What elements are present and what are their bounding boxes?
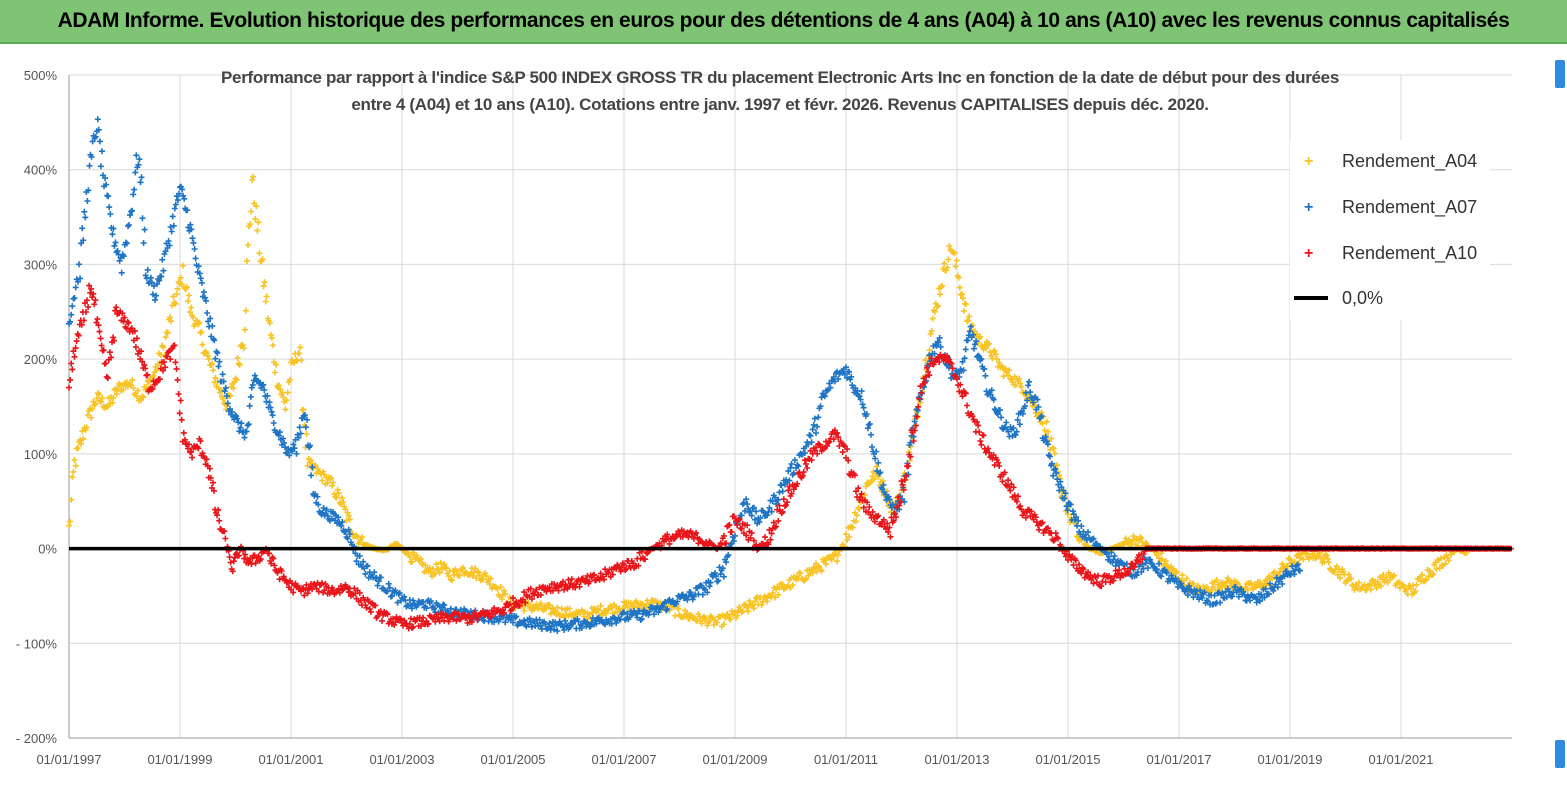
y-tick-label: 200% [24, 352, 58, 367]
report-banner-title: ADAM Informe. Evolution historique des p… [0, 0, 1567, 44]
x-tick-label: 01/01/2003 [369, 752, 434, 767]
x-tick-label: 01/01/2001 [258, 752, 323, 767]
legend-label-a04: Rendement_A04 [1342, 150, 1478, 171]
x-tick-label: 01/01/1999 [147, 752, 212, 767]
legend-label-a10: Rendement_A10 [1342, 242, 1478, 263]
legend-label-a07: Rendement_A07 [1342, 196, 1478, 217]
legend-marker-a07: + [1304, 199, 1314, 216]
legend-label-zero: 0,0% [1342, 287, 1384, 308]
y-tick-label: - 200% [16, 731, 58, 746]
chart-title-line-2: entre 4 (A04) et 10 ans (A10). Cotations… [351, 95, 1209, 114]
y-tick-label: - 100% [16, 636, 58, 651]
x-tick-label: 01/01/2005 [480, 752, 545, 767]
legend-marker-zero [1290, 288, 1330, 308]
y-tick-label: 0% [38, 542, 57, 557]
series-rendement_a04-markers [66, 173, 1470, 630]
y-tick-label: 300% [24, 257, 58, 272]
resize-handle-bottom[interactable] [1555, 740, 1565, 768]
resize-handle-top[interactable] [1555, 60, 1565, 88]
legend-marker-a10: + [1304, 245, 1314, 262]
x-tick-label: 01/01/2019 [1257, 752, 1322, 767]
y-tick-label: 100% [24, 447, 58, 462]
y-tick-label: 500% [24, 68, 58, 83]
chart-title-line-1: Performance par rapport à l'indice S&P 5… [221, 68, 1339, 87]
legend-item-a07: + Rendement_A07 [1290, 192, 1477, 222]
legend-item-a10: + Rendement_A10 [1290, 238, 1477, 268]
x-tick-label: 01/01/2021 [1368, 752, 1433, 767]
x-tick-label: 01/01/1997 [36, 752, 101, 767]
x-tick-label: 01/01/2013 [924, 752, 989, 767]
x-tick-label: 01/01/2007 [591, 752, 656, 767]
legend-marker-a04: + [1304, 153, 1314, 170]
y-tick-label: 400% [24, 163, 58, 178]
x-tick-label: 01/01/2017 [1146, 752, 1211, 767]
x-tick-label: 01/01/2009 [702, 752, 767, 767]
chart-legend: + Rendement_A04 + Rendement_A07 + Rendem… [1290, 140, 1490, 320]
chart-title: Performance par rapport à l'indice S&P 5… [150, 64, 1410, 118]
series-rendement_a07-markers [66, 116, 1303, 634]
legend-item-a04: + Rendement_A04 [1290, 146, 1477, 176]
x-tick-label: 01/01/2011 [814, 752, 878, 767]
chart-container: 500% 400% 300% 200% 100% 0% - 100% - 200% 01/01/… [0, 44, 1567, 790]
performance-scatter-chart: 500% 400% 300% 200% 100% 0% - 100% - 200% 01/01/… [16, 68, 1514, 767]
legend-item-zero: 0,0% [1290, 283, 1383, 313]
x-tick-label: 01/01/2015 [1035, 752, 1100, 767]
